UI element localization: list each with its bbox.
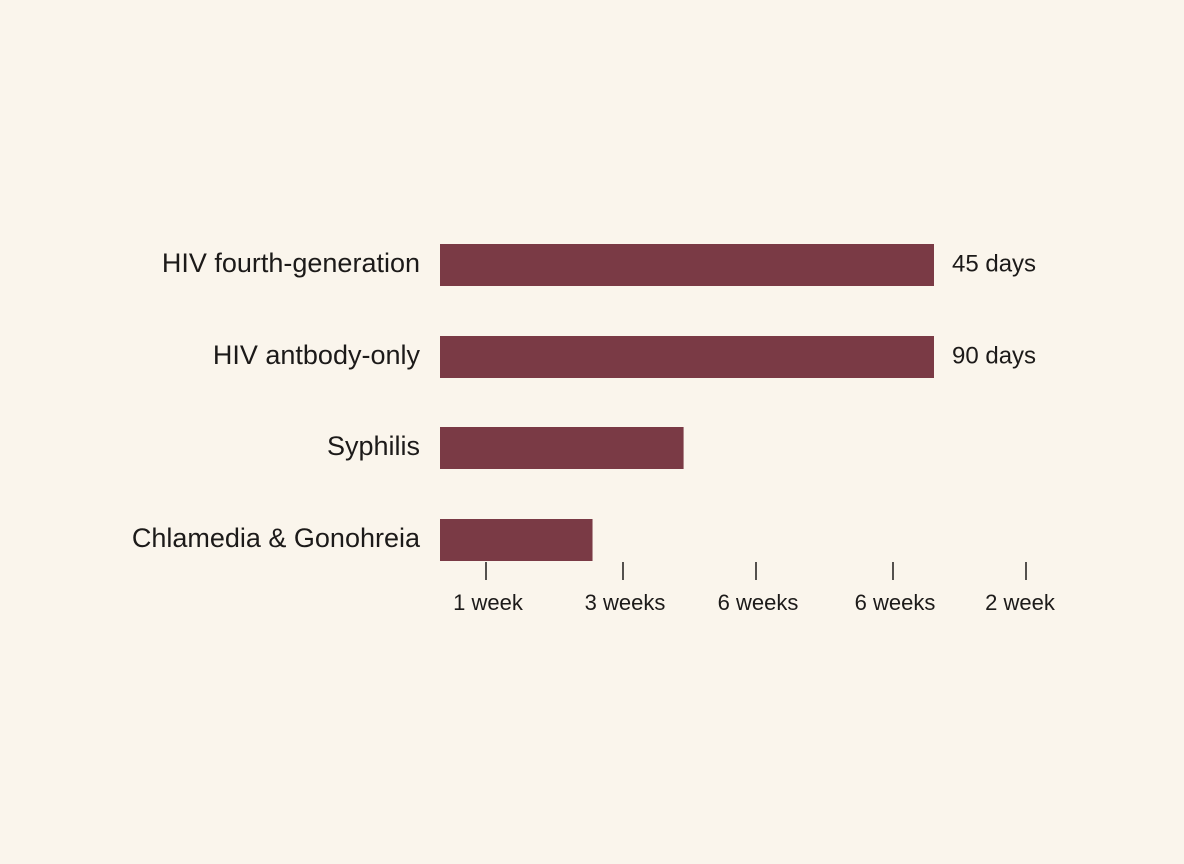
category-label-2: Syphilis (327, 431, 420, 461)
x-tick-label-1: 3 weeks (585, 590, 666, 615)
category-label-0: HIV fourth-generation (162, 248, 420, 278)
bar-1 (440, 336, 934, 378)
data-label-0: 45 days (952, 250, 1036, 277)
data-label-1: 90 days (952, 342, 1036, 369)
category-labels: HIV fourth-generation HIV antbody-only Syp… (132, 248, 421, 553)
x-tick-label-4: 2 week (985, 590, 1056, 615)
category-label-1: HIV antbody-only (213, 340, 421, 370)
category-label-3: Chlamedia & Gonohreia (132, 523, 421, 553)
bars (440, 244, 934, 561)
bar-2 (440, 427, 684, 469)
x-axis: 1 week 3 weeks 6 weeks 6 weeks 2 week (453, 562, 1056, 615)
x-tick-label-0: 1 week (453, 590, 524, 615)
x-tick-label-3: 6 weeks (855, 590, 936, 615)
bar-3 (440, 519, 593, 561)
data-labels: 45 days 90 days (952, 250, 1036, 369)
bar-0 (440, 244, 934, 286)
x-tick-label-2: 6 weeks (718, 590, 799, 615)
